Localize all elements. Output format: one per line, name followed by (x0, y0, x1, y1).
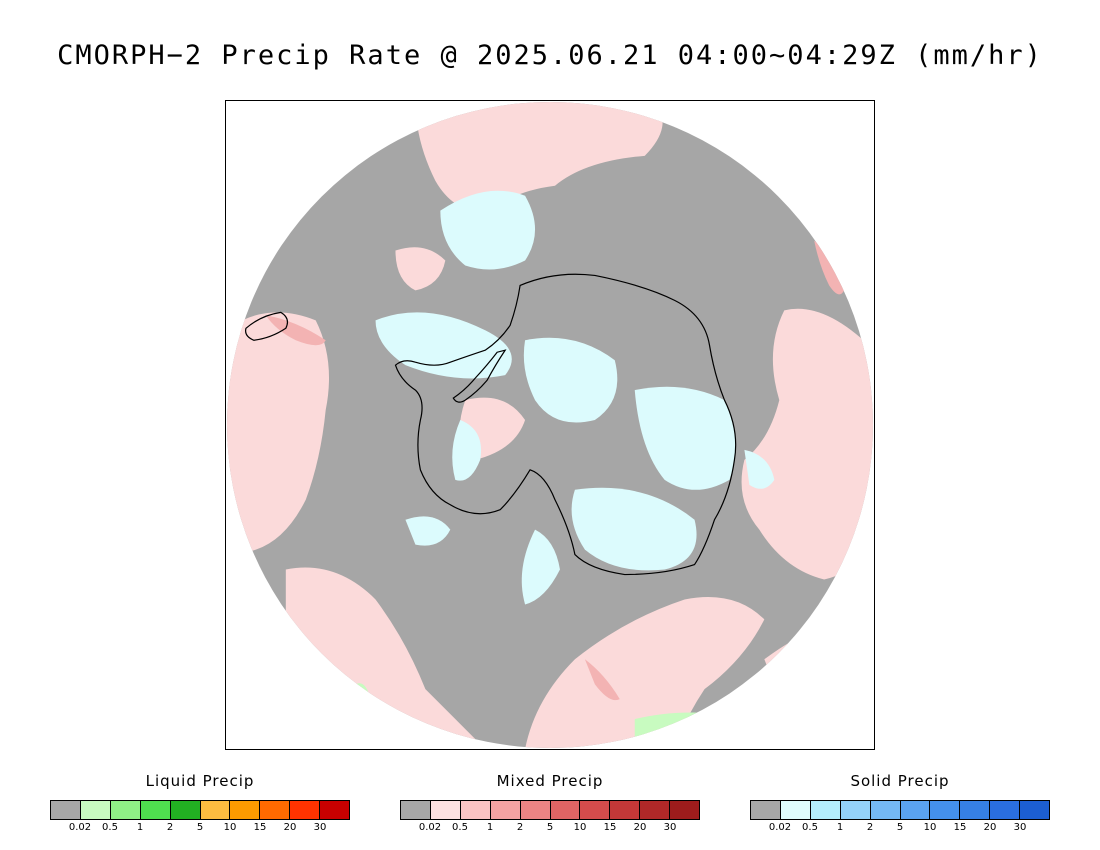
solid-precip-area (744, 449, 775, 489)
solid-precip-area (521, 529, 560, 605)
tick-label: 20 (283, 822, 297, 833)
legend-swatch (200, 801, 231, 819)
legend-mixed: Mixed Precip 0.02 0.5 1 2 5 10 15 20 30 (400, 772, 700, 836)
legend-swatch (320, 801, 350, 819)
mixed-precip-area (395, 247, 446, 291)
solid-precip-area (452, 420, 482, 481)
map-title: CMORPH−2 Precip Rate @ 2025.06.21 04:00~… (57, 40, 1043, 71)
legend-swatch (490, 801, 521, 819)
tick-label: 0.02 (68, 822, 92, 833)
liquid-precip-area (634, 712, 725, 749)
legend-swatch (670, 801, 700, 819)
mixed-precip-moderate (265, 315, 326, 346)
legend-swatch (460, 801, 491, 819)
legend-swatch (520, 801, 551, 819)
legend-swatch (610, 801, 641, 819)
tick-label: 10 (223, 822, 237, 833)
legend-swatch (401, 801, 431, 819)
tick-label: 1 (836, 822, 844, 833)
tick-label: 1 (136, 822, 144, 833)
tick-label: 10 (573, 822, 587, 833)
tick-label: 15 (953, 822, 967, 833)
legend-swatch (260, 801, 291, 819)
south-america-coastline (245, 311, 289, 341)
legend-swatch (80, 801, 111, 819)
legend-swatch (550, 801, 581, 819)
tick-labels: 0.02 0.5 1 2 5 10 15 20 30 (50, 822, 350, 836)
mixed-precip-area (415, 101, 663, 212)
legend-swatch (870, 801, 901, 819)
legend-swatch (51, 801, 81, 819)
tick-label: 0.02 (418, 822, 442, 833)
mixed-precip-moderate (584, 659, 620, 701)
tick-label: 30 (663, 822, 677, 833)
legend-liquid: Liquid Precip 0.02 0.5 1 2 5 10 15 20 30 (50, 772, 350, 836)
legend-title: Solid Precip (850, 772, 950, 790)
solid-precip-area (523, 337, 618, 423)
legend-swatch (840, 801, 871, 819)
tick-label: 30 (1013, 822, 1027, 833)
antarctic-peninsula-coastline (452, 349, 507, 403)
mixed-precip-area (226, 312, 329, 560)
tick-label: 2 (516, 822, 524, 833)
map-frame (225, 100, 875, 750)
tick-label: 30 (313, 822, 327, 833)
legend-swatch (810, 801, 841, 819)
legend-swatch (1020, 801, 1050, 819)
tick-label: 5 (896, 822, 904, 833)
mixed-precip-area (741, 308, 874, 580)
legend-swatch (140, 801, 171, 819)
tick-label: 10 (923, 822, 937, 833)
legend-swatch (960, 801, 991, 819)
antarctica-coastline (394, 273, 737, 576)
color-bar (400, 800, 700, 820)
tick-label: 0.5 (802, 822, 818, 833)
tick-label: 0.5 (452, 822, 468, 833)
tick-label: 5 (546, 822, 554, 833)
earth-disc (226, 101, 874, 749)
tick-label: 2 (866, 822, 874, 833)
tick-label: 5 (196, 822, 204, 833)
legend-swatch (110, 801, 141, 819)
legend-swatch (640, 801, 671, 819)
tick-label: 20 (633, 822, 647, 833)
tick-label: 15 (603, 822, 617, 833)
color-bar (750, 800, 1050, 820)
legend-swatch (990, 801, 1021, 819)
solid-precip-area (440, 190, 536, 270)
solid-precip-area (571, 487, 697, 571)
polar-precip-map (226, 101, 874, 749)
solid-precip-area (634, 386, 736, 490)
legend-swatch (930, 801, 961, 819)
tick-label: 0.02 (768, 822, 792, 833)
legend-swatch (170, 801, 201, 819)
legend-title: Mixed Precip (496, 772, 604, 790)
legend-swatch (290, 801, 321, 819)
legend-title: Liquid Precip (145, 772, 255, 790)
tick-label: 0.5 (102, 822, 118, 833)
legend-swatch (751, 801, 781, 819)
legend-swatch (430, 801, 461, 819)
color-bar (50, 800, 350, 820)
tick-labels: 0.02 0.5 1 2 5 10 15 20 30 (750, 822, 1050, 836)
mixed-precip-moderate (814, 240, 845, 295)
solid-precip-area (405, 516, 451, 546)
tick-label: 15 (253, 822, 267, 833)
mixed-precip-area (525, 597, 765, 749)
tick-label: 1 (486, 822, 494, 833)
legend-swatch (780, 801, 811, 819)
legend-swatch (900, 801, 931, 819)
legend-swatch (580, 801, 611, 819)
tick-label: 20 (983, 822, 997, 833)
solid-precip-area (375, 312, 512, 379)
legend-solid: Solid Precip 0.02 0.5 1 2 5 10 15 20 30 (750, 772, 1050, 836)
tick-label: 2 (166, 822, 174, 833)
legend-swatch (230, 801, 261, 819)
tick-labels: 0.02 0.5 1 2 5 10 15 20 30 (400, 822, 700, 836)
